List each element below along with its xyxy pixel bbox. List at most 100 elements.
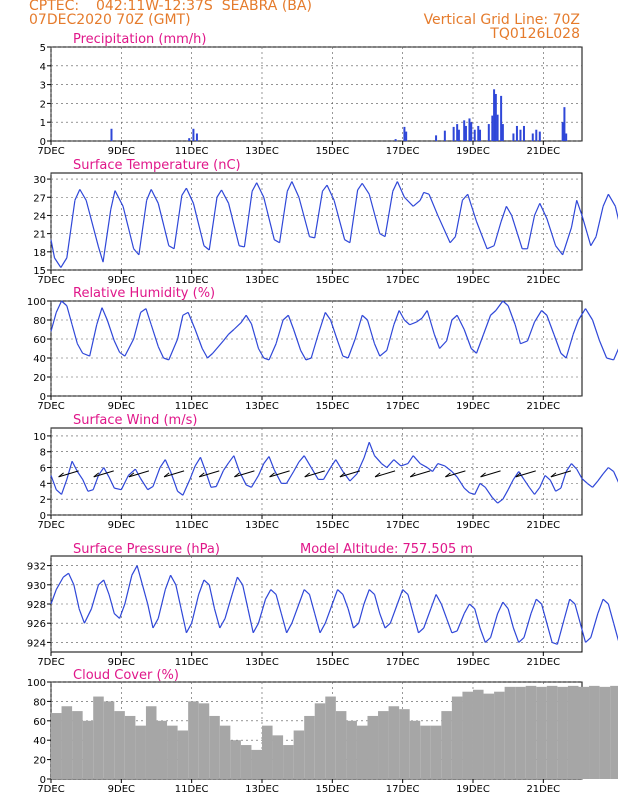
temp-series-segment xyxy=(555,245,564,256)
wind-arrow-shaft xyxy=(515,470,536,478)
wind-series-segment xyxy=(103,467,110,478)
rh-series-segment xyxy=(187,312,196,330)
rh-series-segment xyxy=(168,338,179,361)
pres-series-segment xyxy=(337,589,344,595)
pres-series-segment xyxy=(270,589,277,595)
temp-series-segment xyxy=(526,215,536,249)
cloud-xtick-label: 17DEC xyxy=(386,784,420,795)
temp-xtick-label: 21DEC xyxy=(526,275,560,286)
temp-series-segment xyxy=(581,215,592,246)
pres-xtick-label: 7DEC xyxy=(37,657,64,668)
wind-xtick-label: 7DEC xyxy=(37,520,64,531)
temp-series-segment xyxy=(314,191,324,238)
cloud-bar xyxy=(472,689,484,779)
wind-series-segment xyxy=(491,497,499,504)
temp-series-segment xyxy=(454,200,464,237)
wind-series-segment xyxy=(386,459,395,468)
wind-xtick-label: 21DEC xyxy=(526,520,560,531)
precip-bar xyxy=(565,133,568,141)
rh-series-segment xyxy=(347,338,356,359)
temp-series-segment xyxy=(602,193,609,207)
wind-series-segment xyxy=(76,471,84,480)
rh-title: Relative Humidity (%) xyxy=(73,286,215,301)
wind-xtick-label: 17DEC xyxy=(386,520,420,531)
wind-series-segment xyxy=(60,479,68,495)
precip-bar xyxy=(512,133,515,141)
cloud-bar xyxy=(103,701,115,779)
temp-series-segment xyxy=(256,182,265,198)
pres-series-segment xyxy=(512,627,520,643)
wind-series-segment xyxy=(544,475,551,481)
temp-series-segment xyxy=(423,191,430,195)
pres-series-segment xyxy=(224,594,233,619)
precip-xtick-label: 21DEC xyxy=(526,146,560,157)
wind-series-segment xyxy=(479,482,486,488)
rh-series-segment xyxy=(426,310,435,335)
wind-series-segment xyxy=(608,467,615,472)
precip-bar xyxy=(110,128,113,141)
cloud-xtick-label: 13DEC xyxy=(245,784,279,795)
precip-bar xyxy=(531,133,534,141)
pres-series-segment xyxy=(463,603,470,614)
wind-series-segment xyxy=(512,471,520,480)
wind-series-segment xyxy=(228,455,235,464)
precip-xtick-label: 9DEC xyxy=(108,146,135,157)
wind-series-segment xyxy=(257,463,265,476)
cloud-bar xyxy=(251,749,262,779)
rh-series-segment xyxy=(526,321,536,342)
precip-bar xyxy=(473,129,476,141)
temp-xtick-label: 15DEC xyxy=(315,275,349,286)
pres-series-segment xyxy=(502,601,509,610)
pres-series-segment xyxy=(141,584,149,605)
pres-ytick-label: 926 xyxy=(27,619,46,630)
cloud-xtick-label: 11DEC xyxy=(175,784,209,795)
pres-series-segment xyxy=(203,579,210,586)
wind-series-segment xyxy=(613,471,618,483)
rh-xtick-label: 15DEC xyxy=(315,401,349,412)
pres-series-segment xyxy=(363,589,370,605)
pres-series-segment xyxy=(103,579,110,595)
rh-series-segment xyxy=(354,315,363,340)
temp-series-segment xyxy=(392,181,398,192)
precip-bar xyxy=(195,133,198,141)
pres-series-segment xyxy=(78,608,85,624)
pres-series-segment xyxy=(569,598,576,605)
header-location: 042:11W-12:37S SEABRA (BA) xyxy=(96,0,312,14)
temp-series-segment xyxy=(428,193,439,216)
temp-series-segment xyxy=(157,203,170,246)
precip-xtick-label: 19DEC xyxy=(456,146,490,157)
wind-ytick-label: 0 xyxy=(40,511,46,522)
precip-bar xyxy=(477,125,480,141)
cloud-bar xyxy=(156,720,168,779)
temp-series-segment xyxy=(85,200,100,248)
pres-series-segment xyxy=(440,603,448,619)
pres-series-segment xyxy=(358,603,365,624)
wind-ytick-label: 4 xyxy=(40,479,46,490)
cloud-bar xyxy=(114,711,125,779)
wind-arrow-head xyxy=(58,472,64,478)
pres-series-segment xyxy=(275,594,282,614)
precip-bar xyxy=(515,125,518,141)
wind-ytick-label: 8 xyxy=(40,448,46,459)
wind-series-segment xyxy=(565,463,572,472)
rh-ytick-label: 60 xyxy=(33,335,46,346)
wind-series-segment xyxy=(71,460,78,472)
wind-arrow-shaft xyxy=(445,470,466,478)
precip-xtick-label: 15DEC xyxy=(315,146,349,157)
pres-series-segment xyxy=(535,598,542,605)
temp-series-segment xyxy=(203,245,210,251)
cloud-bar xyxy=(124,715,136,779)
temp-series-segment xyxy=(467,194,478,222)
temp-series-segment xyxy=(150,189,159,204)
temp-series-segment xyxy=(333,200,346,240)
temp-ytick-label: 21 xyxy=(33,230,46,241)
pres-series-segment xyxy=(540,603,548,624)
wind-series-segment xyxy=(66,461,73,480)
pres-series-segment xyxy=(497,601,504,614)
wind-xtick-label: 19DEC xyxy=(456,520,490,531)
cloud-ytick-label: 60 xyxy=(33,717,46,728)
wind-series-segment xyxy=(523,479,530,488)
wind-series-segment xyxy=(363,442,370,459)
wind-arrow-head xyxy=(304,472,311,478)
rh-series-segment xyxy=(66,305,73,325)
